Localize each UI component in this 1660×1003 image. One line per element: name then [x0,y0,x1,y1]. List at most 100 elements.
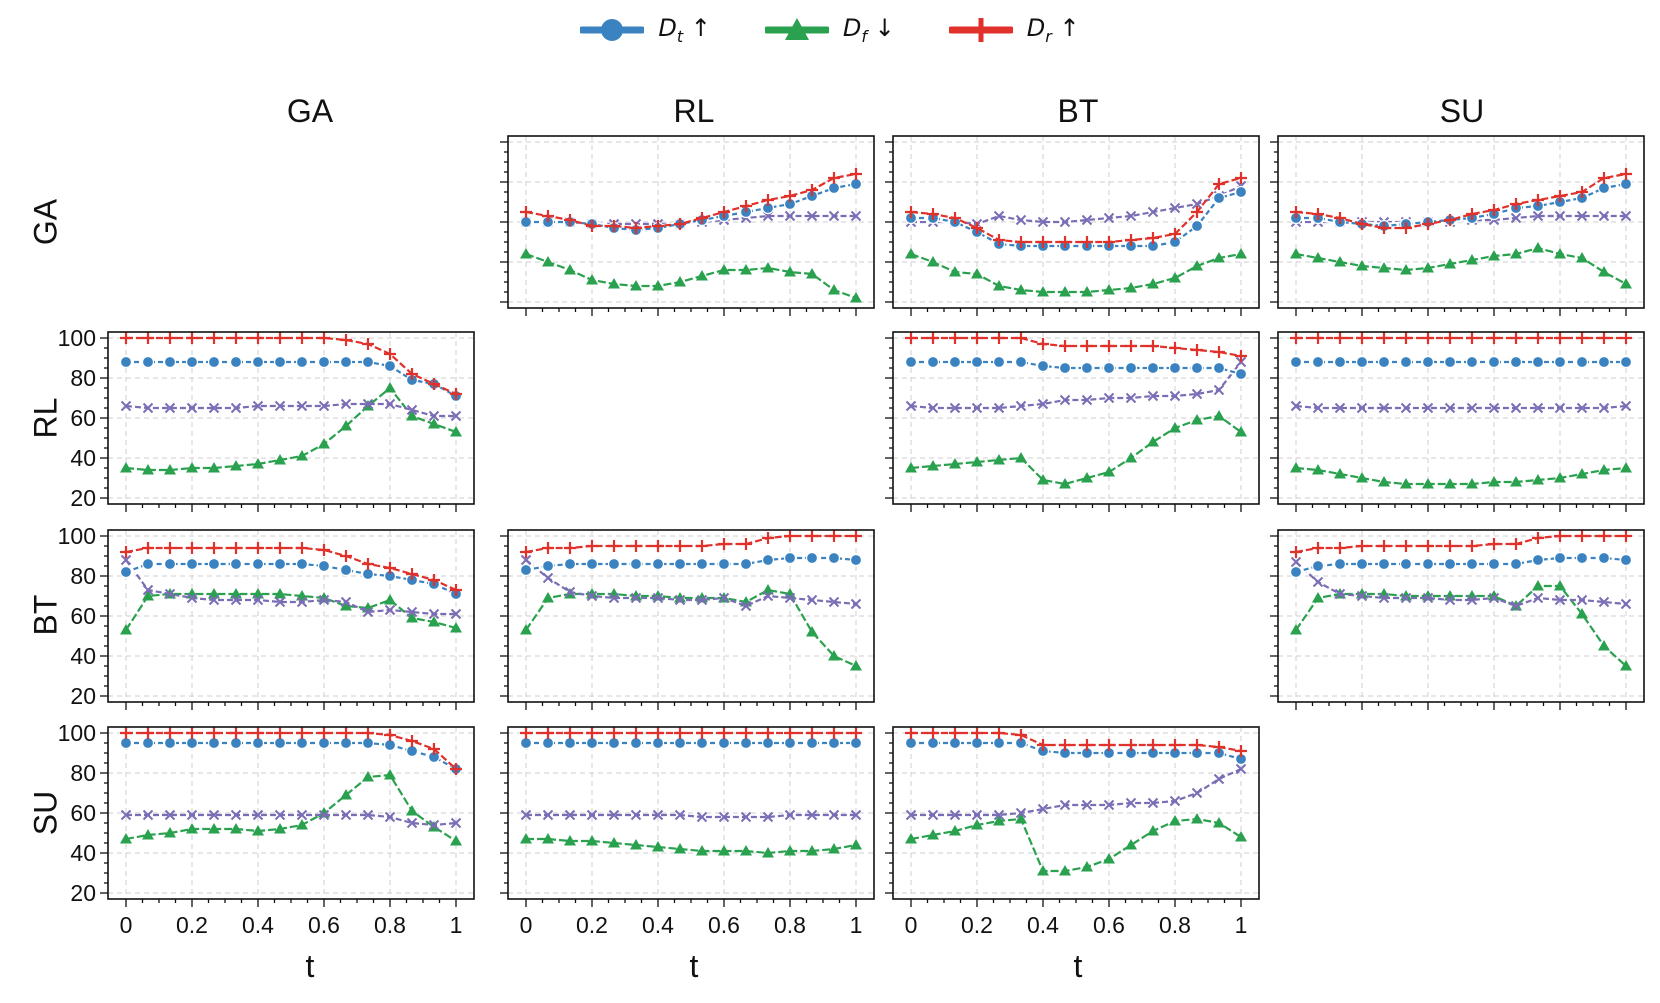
point-Dr [850,530,862,542]
point-Dr [229,727,242,739]
point-Df [1554,248,1566,259]
panel-RL-GA: 20 40 60 80 100 [58,325,475,512]
point-Dr [1399,540,1412,552]
series-line-Dt [911,190,1242,248]
y-tick-label: 20 [70,880,96,906]
point-avg [1191,388,1203,400]
point-Df [1399,264,1412,275]
point-avg [927,809,939,821]
point-Dr [1333,212,1346,224]
point-avg [674,594,686,606]
point-Df [295,819,308,830]
x-axis-label: t [1074,948,1083,984]
point-Dr [948,332,961,344]
point-Dt [141,736,155,750]
point-Dr [361,338,374,350]
point-Dr [186,727,198,739]
point-avg [784,592,796,604]
point-Dr [1531,332,1544,344]
point-Dt [717,557,731,571]
point-Dr [142,727,155,739]
x-tick-label: 1 [1235,912,1248,938]
point-avg [1378,402,1390,414]
point-Dt [673,736,687,750]
point-avg [340,809,352,821]
point-Dt [607,557,621,571]
row-header-GA: GA [27,198,63,245]
point-avg [696,594,708,606]
point-avg [1125,392,1137,404]
point-Df [1554,580,1566,591]
point-Dt [541,559,555,573]
point-Dt [1487,557,1501,571]
x-tick-label: 1 [450,912,463,938]
point-Dt [1597,181,1611,195]
series-line-Df [525,252,857,300]
row-header-SU: SU [27,791,63,835]
point-Df [1356,260,1368,271]
series-line-Dr [525,172,857,230]
point-Df [1333,256,1346,267]
point-Dr [1620,168,1632,180]
point-avg [142,809,154,821]
point-avg [1576,594,1588,606]
point-Df [1037,474,1049,485]
point-avg [1103,799,1115,811]
point-Dt [405,744,419,758]
col-header-BT: BT [1058,93,1099,129]
point-avg [630,592,642,604]
point-Dt [361,355,375,369]
point-Dr [208,332,221,344]
point-avg [1422,592,1434,604]
point-Df [1080,286,1093,297]
point-Dr [740,727,753,739]
point-avg [718,811,730,823]
point-Df [252,458,264,469]
point-avg [784,210,796,222]
panel-GA-RL [500,135,875,316]
point-avg [340,398,352,410]
point-Dt [1597,355,1611,369]
series-halo-Dt [126,740,458,772]
point-avg [520,809,532,821]
point-avg [1290,400,1302,412]
point-Dt [361,567,375,581]
legend-swatch-Dr [948,17,1013,42]
point-avg [1466,402,1478,414]
point-Df [586,274,598,285]
point-Dr [186,542,198,554]
point-Df [718,845,730,856]
point-Dt [827,736,841,750]
point-Df [1531,580,1544,591]
series-line-avg [125,402,456,418]
point-Dr [1597,332,1610,344]
point-Dr [905,206,917,218]
point-Df [384,594,396,605]
point-Dr [971,727,983,739]
point-Df [905,833,917,844]
point-Dr [1554,190,1566,202]
point-Df [1037,865,1049,876]
point-avg [1620,400,1632,412]
point-Dr [948,727,961,739]
point-Dr [1444,540,1457,552]
point-Dr [406,368,419,380]
point-Dr [1080,236,1093,248]
point-Df [927,460,940,471]
point-Df [1444,478,1457,489]
x-tick-label: 0.8 [774,912,806,938]
point-avg [1466,594,1478,606]
point-Dt [849,177,863,191]
point-Df [1576,608,1589,619]
series-line-avg [910,361,1242,410]
point-Dt [1036,359,1050,373]
point-Df [142,829,155,840]
series-line-Df [526,837,857,855]
point-Df [295,450,308,461]
point-Dt [1289,355,1303,369]
point-avg [384,604,396,616]
series-line-Df [910,252,1242,294]
point-Dr [1103,236,1115,248]
point-Dr [1290,332,1302,344]
point-Df [1510,476,1523,487]
